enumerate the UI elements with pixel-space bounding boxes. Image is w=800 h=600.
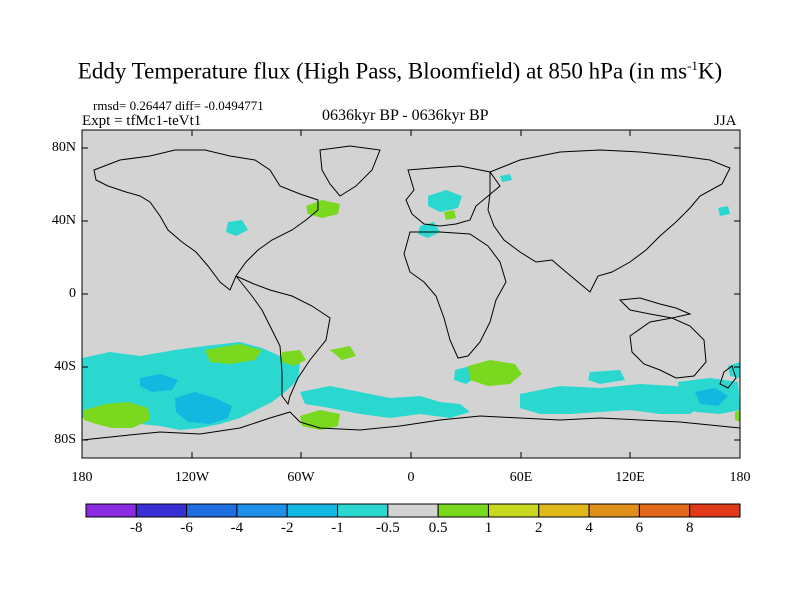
lat-label-40s: 40S xyxy=(54,359,76,374)
lat-label-0: 0 xyxy=(69,286,76,301)
period-label: 0636kyr BP - 0636kyr BP xyxy=(322,107,489,124)
lon-label-180e: 180 xyxy=(729,470,751,485)
lat-label-80n: 80N xyxy=(51,140,76,155)
colorbar-label: 4 xyxy=(585,520,593,536)
colorbar-label: 1 xyxy=(484,520,493,536)
flux-contours xyxy=(82,174,740,430)
colorbar-label: -2 xyxy=(280,520,294,536)
contour-europe-cyan xyxy=(428,190,462,212)
contour-green-east xyxy=(735,410,740,422)
colorbar-swatch xyxy=(337,503,389,518)
colorbar-label: -6 xyxy=(180,520,193,536)
colorbar-swatch xyxy=(186,503,238,518)
contour-europe-green xyxy=(444,210,456,220)
lon-label-0: 0 xyxy=(407,470,415,485)
colorbar-label: -0.5 xyxy=(375,520,400,536)
contour-indian-cyan xyxy=(520,384,705,414)
colorbar-swatch xyxy=(387,503,439,518)
colorbar-swatch xyxy=(689,503,741,518)
colorbar xyxy=(85,503,741,518)
lon-label-60w: 60W xyxy=(287,470,315,485)
title-text: Eddy Temperature flux (High Pass, Bloomf… xyxy=(77,58,688,84)
colorbar-label: -1 xyxy=(331,520,344,536)
experiment-label: Expt = tfMc1-teVt1 xyxy=(82,113,202,129)
contour-south-pacific-green xyxy=(84,402,150,428)
season-label: JJA xyxy=(714,113,737,129)
coast-indonesia xyxy=(618,297,692,319)
colorbar-label: 6 xyxy=(635,520,644,536)
colorbar-swatch xyxy=(538,503,590,518)
contour-south-pacific-green-2 xyxy=(205,344,262,364)
coast-new-zealand xyxy=(719,365,737,389)
colorbar-swatch xyxy=(286,503,339,518)
contour-pacific-east-cyan xyxy=(728,362,740,378)
lon-label-120w: 120W xyxy=(174,470,210,485)
contour-north-america-cyan xyxy=(226,220,248,236)
colorbar-swatch xyxy=(487,503,540,518)
colorbar-label: 0.5 xyxy=(428,520,448,536)
coast-europe xyxy=(405,165,501,227)
colorbar-swatch xyxy=(236,503,288,518)
contour-south-atlantic-cyan xyxy=(300,386,470,418)
colorbar-swatch xyxy=(85,503,137,518)
contour-indian-cyan-3 xyxy=(588,370,625,384)
coast-antarctica xyxy=(81,411,741,441)
lat-label-80s: 80S xyxy=(54,432,76,447)
lon-label-120e: 120E xyxy=(615,470,645,485)
colorbar-label: -4 xyxy=(230,520,244,536)
coast-south-america xyxy=(235,275,331,406)
contour-green-atlantic-mid xyxy=(330,346,356,360)
title-unit-end: K) xyxy=(697,58,723,84)
colorbar-swatch xyxy=(638,503,691,518)
plot-title: Eddy Temperature flux (High Pass, Bloomf… xyxy=(0,58,800,85)
colorbar-swatch xyxy=(588,503,640,518)
contour-cyan-asia xyxy=(500,174,512,182)
contour-australia-blue xyxy=(695,388,728,406)
title-superscript: -1 xyxy=(687,58,698,73)
coast-africa xyxy=(403,231,507,359)
contour-south-pacific-blue-2 xyxy=(140,374,178,392)
coast-north-america xyxy=(93,149,319,291)
lat-tick-marks xyxy=(82,147,740,441)
coastlines xyxy=(81,145,741,441)
coast-australia xyxy=(629,317,707,379)
colorbar-swatch xyxy=(135,503,188,518)
coast-greenland xyxy=(319,145,381,197)
lon-label-180w: 180 xyxy=(71,470,93,485)
lon-tick-marks xyxy=(191,130,631,458)
coast-asia xyxy=(487,149,731,293)
stats-label: rmsd= 0.26447 diff= -0.0494771 xyxy=(93,98,264,113)
lon-label-60e: 60E xyxy=(509,470,533,485)
colorbar-swatch xyxy=(437,503,489,518)
contour-med-cyan xyxy=(418,222,440,238)
contour-green-chile xyxy=(282,350,306,366)
contour-indian-green xyxy=(468,360,522,386)
contour-cyan-pacific-n xyxy=(718,206,730,216)
lat-label-40n: 40N xyxy=(51,213,76,228)
colorbar-label: 2 xyxy=(535,520,543,536)
colorbar-label: 8 xyxy=(685,520,694,536)
colorbar-label: -8 xyxy=(130,520,143,536)
contour-south-pacific-blue xyxy=(175,392,232,424)
